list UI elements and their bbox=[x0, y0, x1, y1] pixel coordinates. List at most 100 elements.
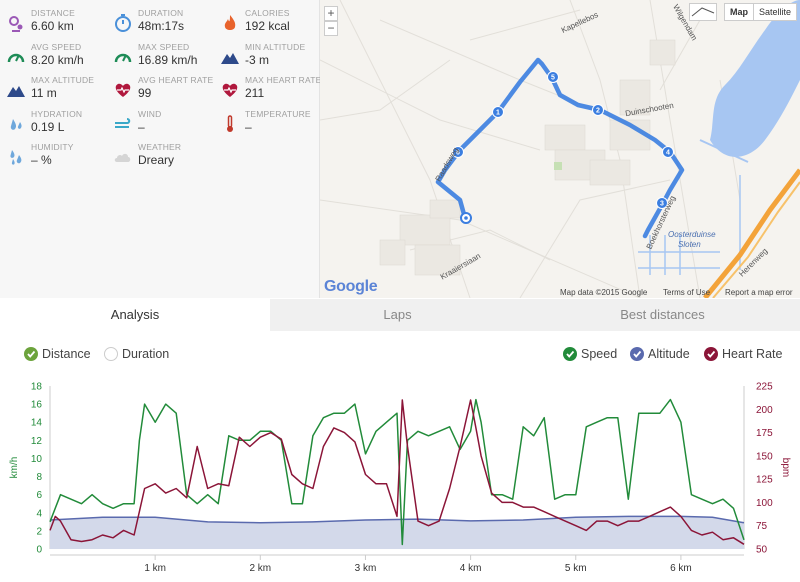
x-tick-label: 4 km bbox=[460, 563, 482, 574]
stat-value: 6.60 km bbox=[31, 19, 74, 33]
y-left-tick-label: 10 bbox=[31, 454, 43, 465]
stat-hydration: HYDRATION 0.19 L bbox=[0, 107, 105, 137]
y-right-tick-label: 225 bbox=[756, 382, 773, 393]
analysis-tab-bar: Analysis Laps Best distances bbox=[0, 299, 800, 331]
map-canvas: 1 2 3 4 5 6 bbox=[320, 0, 800, 298]
stat-max-heart-rate: MAX HEART RATE 211 bbox=[214, 73, 322, 103]
checked-icon bbox=[563, 347, 577, 361]
map-thumbnail-icon bbox=[691, 7, 715, 17]
stat-label: MIN ALTITUDE bbox=[245, 41, 306, 52]
stat-calories: CALORIES 192 kcal bbox=[214, 6, 319, 36]
stat-value: Dreary bbox=[138, 153, 175, 167]
analysis-chart[interactable]: 0 2 4 6 8 10 12 14 16 18 50 75 100 125 150 175 200 225 km/… bbox=[0, 372, 800, 582]
heart-rate-icon bbox=[113, 80, 133, 100]
stat-value: 0.19 L bbox=[31, 119, 65, 134]
stat-value: -3 m bbox=[245, 52, 269, 67]
stat-distance: DISTANCE 6.60 km bbox=[0, 6, 105, 36]
stat-label: MAX HEART RATE bbox=[245, 75, 322, 85]
y-right-tick-label: 75 bbox=[756, 521, 768, 532]
street-label: Oosterduinse bbox=[668, 230, 716, 239]
stat-humidity: HUMIDITY – % bbox=[0, 140, 105, 170]
zoom-in-button[interactable]: + bbox=[324, 6, 338, 21]
thermometer-icon bbox=[220, 114, 240, 134]
stat-value: 48m:17s bbox=[138, 19, 185, 33]
zoom-out-button[interactable]: − bbox=[324, 21, 338, 36]
stat-label: TEMPERATURE bbox=[245, 108, 311, 119]
stat-avg-speed: AVG SPEED 8.20 km/h bbox=[0, 40, 105, 70]
stat-max-speed: MAX SPEED 16.89 km/h bbox=[107, 40, 212, 70]
stat-duration: DURATION 48m:17s bbox=[107, 6, 212, 36]
mountain-icon bbox=[6, 80, 26, 100]
km-marker-5: 5 bbox=[551, 75, 555, 82]
y-right-tick-label: 150 bbox=[756, 451, 773, 462]
unchecked-icon bbox=[104, 347, 118, 361]
y-left-tick-label: 2 bbox=[36, 526, 42, 537]
stat-label: WEATHER bbox=[138, 142, 182, 152]
y-right-tick-label: 175 bbox=[756, 428, 773, 439]
stat-label: DURATION bbox=[138, 8, 184, 18]
stopwatch-icon bbox=[113, 13, 133, 33]
wind-icon bbox=[113, 114, 133, 134]
stat-value: – % bbox=[31, 153, 52, 167]
y-left-tick-label: 8 bbox=[36, 472, 42, 483]
map-type-map-button[interactable]: Map bbox=[724, 3, 754, 21]
stat-value: 11 m bbox=[31, 86, 57, 100]
km-marker-2: 2 bbox=[596, 108, 600, 115]
altitude-area bbox=[50, 516, 744, 549]
y-left-tick-label: 0 bbox=[36, 545, 42, 556]
km-marker-3: 3 bbox=[660, 201, 664, 208]
x-tick-label: 2 km bbox=[249, 563, 271, 574]
x-tick-label: 5 km bbox=[565, 563, 587, 574]
terms-of-use-link[interactable]: Terms of Use bbox=[663, 288, 711, 297]
speedometer-icon bbox=[113, 47, 133, 67]
legend-heart-rate-label: Heart Rate bbox=[722, 347, 783, 361]
map-type-satellite-button[interactable]: Satellite bbox=[753, 3, 797, 21]
tab-laps[interactable]: Laps bbox=[383, 307, 412, 322]
x-tick-label: 1 km bbox=[144, 563, 166, 574]
y-left-tick-label: 16 bbox=[31, 400, 43, 411]
km-marker-6: 6 bbox=[456, 150, 460, 157]
km-marker-4: 4 bbox=[666, 150, 670, 157]
google-logo: Google bbox=[324, 278, 378, 295]
y-right-tick-label: 125 bbox=[756, 475, 773, 486]
tab-best-distances[interactable]: Best distances bbox=[620, 307, 705, 322]
stat-label: MAX SPEED bbox=[138, 41, 190, 52]
x-tick-label: 6 km bbox=[670, 563, 692, 574]
mountain-icon bbox=[220, 47, 240, 67]
y-left-tick-label: 14 bbox=[31, 418, 43, 429]
tab-analysis[interactable]: Analysis bbox=[0, 299, 270, 331]
stat-temperature: TEMPERATURE – bbox=[214, 107, 319, 137]
legend-altitude[interactable]: Altitude bbox=[630, 345, 690, 363]
start-pin-icon[interactable] bbox=[460, 212, 472, 224]
cloud-icon bbox=[113, 147, 133, 167]
y-right-tick-label: 50 bbox=[756, 545, 768, 556]
stat-value: 8.20 km/h bbox=[31, 52, 84, 67]
stat-value: 99 bbox=[138, 86, 152, 100]
y-right-tick-label: 100 bbox=[756, 498, 773, 509]
checked-icon bbox=[24, 347, 38, 361]
stat-label: MAX ALTITUDE bbox=[31, 75, 95, 85]
speedometer-icon bbox=[6, 47, 26, 67]
map-data-credit: Map data ©2015 Google bbox=[560, 288, 648, 297]
stat-min-altitude: MIN ALTITUDE -3 m bbox=[214, 40, 319, 70]
map-thumbnail-toggle[interactable] bbox=[689, 3, 717, 21]
stat-value: – bbox=[245, 119, 252, 134]
stat-avg-heart-rate: AVG HEART RATE 99 bbox=[107, 73, 213, 103]
legend-duration[interactable]: Duration bbox=[104, 345, 169, 363]
stat-value: – bbox=[138, 119, 145, 134]
report-map-error-link[interactable]: Report a map error bbox=[725, 288, 793, 297]
stat-label: CALORIES bbox=[245, 8, 290, 18]
legend-speed-label: Speed bbox=[581, 347, 618, 361]
legend-distance-label: Distance bbox=[42, 347, 91, 361]
legend-speed[interactable]: Speed bbox=[563, 345, 617, 363]
y-left-tick-label: 12 bbox=[31, 436, 43, 447]
distance-icon bbox=[6, 13, 26, 33]
legend-duration-label: Duration bbox=[122, 347, 170, 361]
legend-distance[interactable]: Distance bbox=[24, 345, 91, 363]
legend-heart-rate[interactable]: Heart Rate bbox=[704, 345, 782, 363]
route-map[interactable]: 1 2 3 4 5 6 Kapellebos Wilgendam Duinsch… bbox=[320, 0, 800, 298]
stat-value: 192 kcal bbox=[245, 19, 290, 33]
flame-icon bbox=[220, 13, 240, 33]
stat-label: HYDRATION bbox=[31, 108, 83, 119]
legend-altitude-label: Altitude bbox=[648, 347, 690, 361]
